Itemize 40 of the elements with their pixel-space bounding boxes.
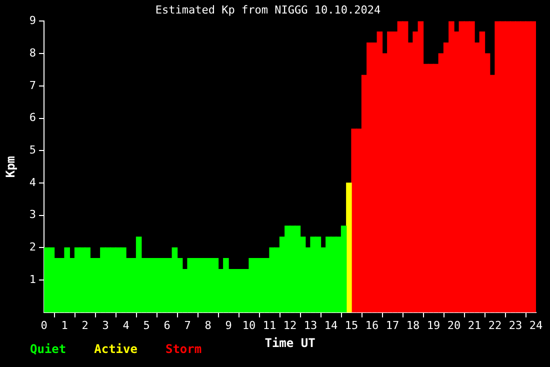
x-tick-label: 11 [262,318,276,332]
x-tick-label: 6 [164,318,170,332]
y-tick-label: 6 [29,111,36,124]
x-tick-label: 16 [365,318,379,332]
x-tick-label: 12 [283,318,297,332]
y-tick-label: 2 [29,240,36,254]
x-tick-label: 10 [242,318,256,332]
x-tick-label: 15 [344,318,358,332]
x-tick-label: 0 [40,318,48,332]
x-tick-label: 21 [468,318,482,332]
y-tick-label: 9 [29,14,36,28]
x-tick-label: 5 [143,318,150,332]
y-tick-label: 1 [29,272,36,286]
x-tick-label: 17 [386,318,400,332]
x-tick-label: 23 [508,318,522,332]
y-tick-label: 5 [29,143,36,156]
text: Active [94,342,138,356]
x-tick-label: 2 [82,318,88,332]
x-tick-label: 20 [447,318,461,332]
text: Quiet [30,342,66,356]
y-tick-label: 7 [29,78,36,92]
y-tick-label: 8 [29,46,36,60]
y-axis-title: Kpm [3,156,18,178]
chart-title: Estimated Kp from NIGGG 10.10.2024 [155,3,381,16]
x-tick-label: 1 [61,318,68,332]
x-tick-label: 19 [426,318,440,332]
x-tick-label: 18 [406,318,420,332]
text: Storm [165,342,202,356]
x-tick-label: 13 [304,318,318,332]
x-tick-label: 24 [529,318,543,332]
x-tick-label: 8 [204,318,212,332]
x-tick-label: 9 [225,318,232,332]
x-tick-label: 4 [122,318,130,332]
x-tick-label: 22 [488,318,502,332]
x-axis-title: Time UT [264,336,316,350]
x-tick-label: 3 [102,318,109,332]
y-tick-label: 3 [29,208,36,222]
x-tick-label: 14 [324,318,338,332]
y-tick-label: 4 [29,176,36,189]
x-tick-label: 7 [184,318,191,332]
